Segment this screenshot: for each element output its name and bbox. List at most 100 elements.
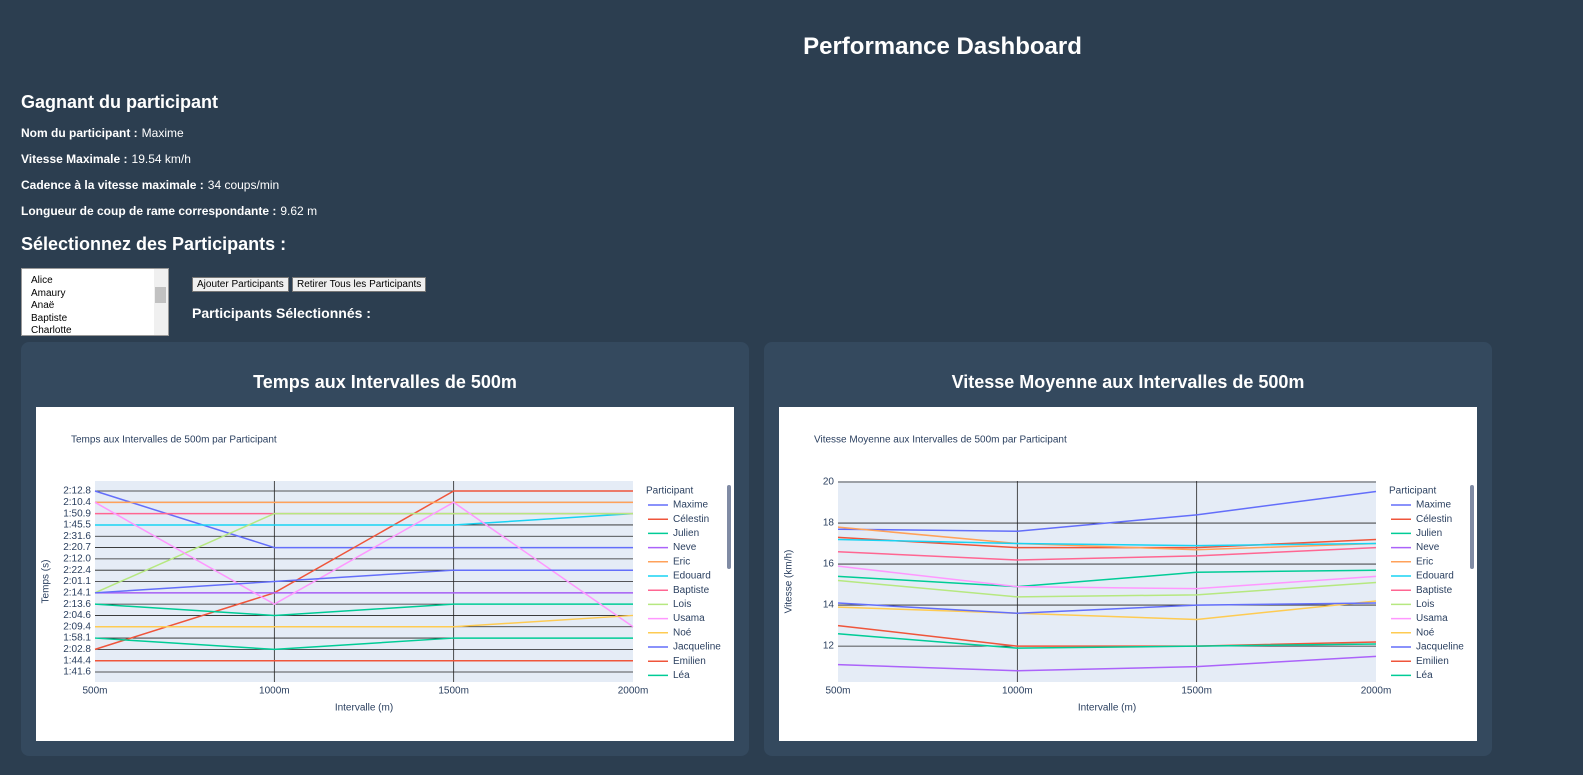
series-line (837, 536, 1377, 549)
list-option[interactable]: Baptiste (31, 312, 68, 324)
y-tick-label: 1:50.9 (63, 508, 91, 519)
legend-label: Maxime (1416, 500, 1451, 511)
page-title: Performance Dashboard (803, 33, 1082, 60)
legend-label: Célestin (1416, 514, 1452, 525)
y-tick-label: 1:45.5 (63, 520, 91, 531)
legend-label: Jacqueline (1416, 642, 1464, 653)
series-line (837, 600, 1377, 621)
y-tick-label: 2:01.1 (63, 576, 91, 587)
series-line (95, 512, 634, 526)
y-tick-label: 2:31.6 (63, 531, 91, 542)
field: Vitesse Maximale :19.54 km/h (21, 152, 191, 166)
series-line (95, 614, 634, 628)
x-tick-label: 500m (825, 686, 850, 697)
legend-scrollbar[interactable] (727, 485, 731, 569)
legend-scrollbar[interactable] (1470, 485, 1474, 569)
x-tick-label: 1500m (438, 686, 469, 697)
legend-label: Emilien (673, 656, 706, 667)
legend-label: Maxime (673, 500, 708, 511)
series-line (94, 637, 633, 651)
clear-button[interactable]: Retirer Tous les Participants (292, 277, 427, 292)
y-tick-label: 2:10.4 (63, 497, 91, 508)
x-tick-label: 2000m (618, 686, 649, 697)
y-tick-label: 1:44.4 (63, 655, 91, 666)
chart-card: Vitesse Moyenne aux Intervalles de 500m … (764, 342, 1492, 756)
field-label: Cadence à la vitesse maximale : (21, 178, 204, 192)
legend-label: Eric (1416, 556, 1433, 567)
y-tick-label: 14 (823, 600, 835, 611)
series-line (837, 624, 1377, 647)
list-option[interactable]: Anaë (31, 300, 55, 311)
chart: Temps aux Intervalles de 500m par Partic… (36, 407, 734, 741)
legend-label: Noé (1416, 627, 1435, 638)
series-line (837, 526, 1377, 551)
list-option[interactable]: Charlotte (31, 325, 72, 336)
legend-label: Lois (673, 599, 691, 610)
series-line (94, 569, 633, 594)
y-tick-label: 20 (823, 477, 835, 488)
series-line (837, 602, 1377, 615)
legend-label: Noé (673, 627, 692, 638)
field-value: 9.62 m (280, 204, 318, 218)
chart: Vitesse Moyenne aux Intervalles de 500m … (779, 407, 1477, 741)
winner-heading: Gagnant du participant (21, 92, 219, 112)
chart-title: Vitesse Moyenne aux Intervalles de 500m … (814, 435, 1067, 446)
series-line (94, 501, 634, 628)
legend-title: Participant (646, 486, 693, 497)
series-line (837, 579, 1377, 598)
y-axis-label: Temps (s) (41, 560, 52, 604)
y-tick-label: 16 (823, 559, 835, 570)
y-tick-label: 2:20.7 (63, 542, 91, 553)
y-tick-label: 12 (823, 641, 835, 652)
y-tick-label: 2:12.8 (63, 486, 91, 497)
x-axis-label: Intervalle (m) (1078, 703, 1136, 714)
y-tick-label: 2:12.0 (63, 554, 91, 565)
x-tick-label: 2000m (1361, 686, 1392, 697)
series-line (94, 603, 633, 617)
series-line (837, 546, 1377, 561)
participant-list[interactable]: Alice Amaury Anaë Baptiste Charlotte (21, 268, 169, 336)
legend-label: Neve (673, 542, 697, 553)
series-line (837, 490, 1377, 533)
field-value: 19.54 km/h (131, 152, 191, 166)
field: Longueur de coup de rame correspondante … (21, 204, 317, 218)
series-line (94, 490, 633, 549)
card-title: Vitesse Moyenne aux Intervalles de 500m (951, 372, 1305, 392)
field-value: Maxime (141, 126, 184, 140)
legend-title: Participant (1389, 486, 1436, 497)
series-line (837, 565, 1377, 590)
legend-label: Edouard (1416, 571, 1454, 582)
chart-card: Temps aux Intervalles de 500m Temps aux … (21, 342, 749, 756)
series-line (94, 490, 633, 651)
legend-label: Usama (673, 613, 705, 624)
legend-label: Baptiste (673, 585, 710, 596)
series-line (837, 569, 1377, 588)
x-tick-label: 1000m (1002, 686, 1033, 697)
legend-label: Lois (1416, 599, 1434, 610)
x-tick-label: 1000m (259, 686, 290, 697)
scroll-thumb[interactable] (155, 287, 166, 303)
field-label: Longueur de coup de rame correspondante … (21, 204, 277, 218)
series-line (837, 538, 1377, 547)
legend-label: Célestin (673, 514, 709, 525)
field-label: Vitesse Maximale : (21, 152, 128, 166)
chart-title: Temps aux Intervalles de 500m par Partic… (71, 435, 277, 446)
field-label: Nom du participant : (21, 126, 138, 140)
legend-label: Léa (673, 670, 690, 681)
card-title: Temps aux Intervalles de 500m (253, 372, 517, 392)
list-option[interactable]: Alice (31, 275, 53, 286)
add-button[interactable]: Ajouter Participants (192, 277, 289, 292)
y-tick-label: 2:09.4 (63, 621, 91, 632)
y-tick-label: 2:02.8 (63, 644, 91, 655)
legend-label: Emilien (1416, 656, 1449, 667)
legend-label: Edouard (673, 571, 711, 582)
series-line (837, 655, 1377, 672)
legend-label: Jacqueline (673, 642, 721, 653)
series-line (837, 633, 1377, 649)
selector-heading: Sélectionnez des Participants : (21, 234, 287, 254)
legend-label: Julien (673, 528, 699, 539)
y-axis-label: Vitesse (km/h) (784, 550, 795, 614)
field-value: 34 coups/min (207, 178, 280, 192)
list-option[interactable]: Amaury (31, 287, 66, 299)
